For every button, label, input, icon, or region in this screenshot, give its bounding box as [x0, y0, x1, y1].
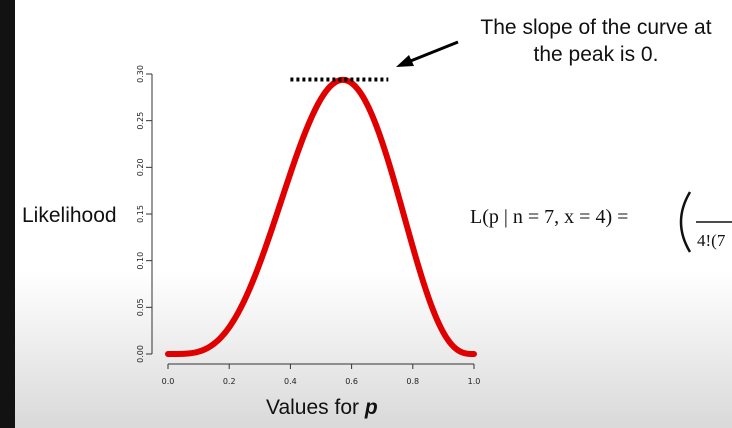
x-axis-label: Values for p — [266, 396, 378, 420]
annotation-arrow — [396, 40, 459, 67]
likelihood-curve — [165, 76, 477, 357]
formula-denominator: 4!(7 — [697, 231, 726, 250]
formula-parenthesis — [679, 191, 732, 253]
ticks: 0.0 0.2 0.4 0.6 0.8 1.0 0.00 0.05 0.10 0.15 0.20 0.… — [136, 65, 480, 386]
x-tick-label: 0.2 — [223, 377, 236, 386]
x-tick-label: 1.0 — [468, 377, 481, 386]
y-tick-label: 0.10 — [136, 252, 145, 270]
annotation-line-1: The slope of the curve at — [480, 16, 712, 39]
y-tick-label: 0.20 — [136, 158, 145, 176]
y-axis-label: Likelihood — [22, 204, 117, 227]
slope-annotation: The slope of the curve at the peak is 0. — [456, 14, 732, 68]
x-tick-label: 0.0 — [162, 377, 175, 386]
likelihood-formula: L(p | n = 7, x = 4) = — [470, 206, 628, 229]
left-dark-bar — [0, 0, 15, 428]
y-tick-label: 0.05 — [136, 298, 145, 316]
annotation-line-2: the peak is 0. — [533, 43, 659, 66]
y-tick-label: 0.30 — [136, 65, 145, 83]
x-tick-label: 0.6 — [345, 377, 358, 386]
y-tick-label: 0.15 — [136, 205, 145, 223]
y-tick-label: 0.25 — [136, 112, 145, 130]
x-axis-label-text: Values for — [266, 396, 365, 419]
x-tick-label: 0.4 — [284, 377, 297, 386]
y-tick-label: 0.00 — [136, 345, 145, 363]
x-tick-label: 0.8 — [406, 377, 419, 386]
formula-lhs: L(p | n = 7, x = 4) = — [470, 206, 629, 228]
x-axis-label-variable: p — [364, 396, 378, 419]
